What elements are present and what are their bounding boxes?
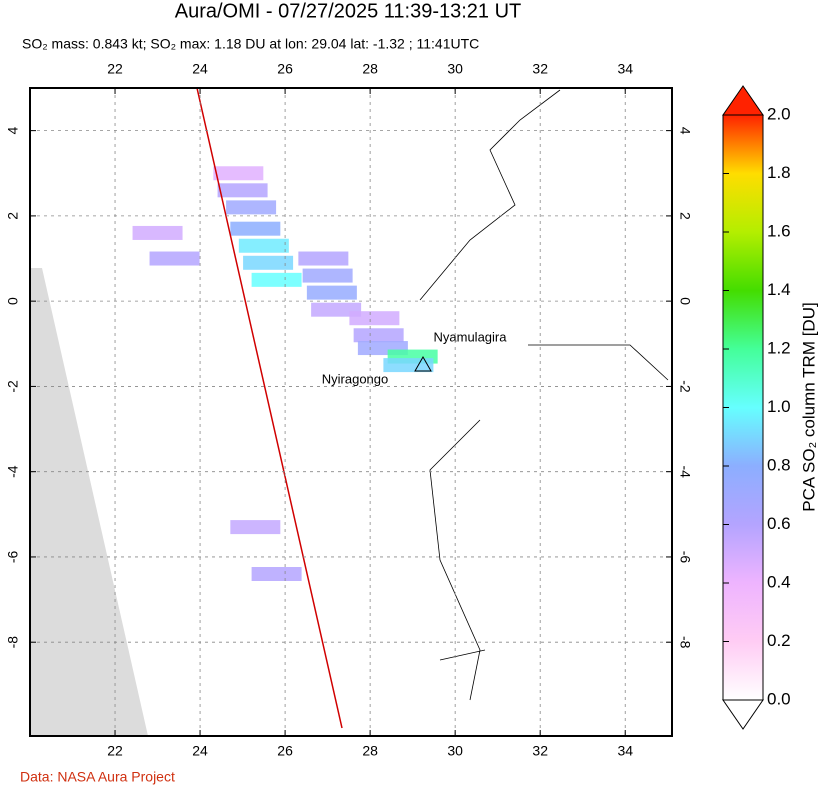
- colorbar-tick-label: 1.2: [767, 338, 791, 357]
- y-tick-label: -2: [5, 380, 21, 393]
- annotation: Nyiragongo: [322, 371, 389, 386]
- colorbar-tick-label: 1.4: [767, 280, 791, 299]
- x-tick-label: 26: [277, 743, 293, 759]
- so2-cell: [306, 285, 357, 300]
- swath-gap: [30, 268, 148, 736]
- x-tick-label: 28: [362, 61, 378, 77]
- so2-cell: [217, 183, 268, 198]
- y-tick-label: 0: [677, 297, 693, 305]
- colorbar-tick-label: 0.8: [767, 455, 791, 474]
- colorbar-under: [722, 699, 764, 730]
- colorbar-over: [722, 85, 764, 116]
- x-tick-label: 24: [192, 743, 208, 759]
- colorbar-tick-label: 1.6: [767, 221, 791, 240]
- so2-cell: [251, 272, 302, 287]
- colorbar-tick-label: 1.0: [767, 397, 791, 416]
- x-tick-label: 26: [277, 61, 293, 77]
- map-frame: [29, 87, 673, 737]
- volcano-marker: [414, 355, 432, 372]
- x-tick-label: 30: [447, 743, 463, 759]
- y-tick-label: -8: [5, 636, 21, 649]
- colorbar-tick-label: 0.4: [767, 572, 791, 591]
- y-tick-label: 2: [5, 212, 21, 220]
- x-tick-label: 22: [107, 743, 123, 759]
- y-tick-label: -4: [677, 465, 693, 478]
- y-tick-label: 0: [5, 297, 21, 305]
- so2-cell: [230, 520, 281, 535]
- y-tick-label: -8: [677, 636, 693, 649]
- y-tick-label: 4: [677, 127, 693, 135]
- colorbar-tick-label: 0.2: [767, 631, 791, 650]
- so2-cell: [298, 251, 349, 266]
- x-tick-label: 24: [192, 61, 208, 77]
- so2-cell: [383, 358, 434, 373]
- so2-cell: [311, 302, 362, 317]
- colorbar-label: PCA SO₂ column TRM [DU]: [799, 302, 818, 511]
- y-tick-label: 4: [5, 127, 21, 135]
- y-tick-label: -6: [677, 551, 693, 564]
- y-tick-label: -6: [5, 551, 21, 564]
- y-tick-label: -2: [677, 380, 693, 393]
- y-tick-label: -4: [5, 465, 21, 478]
- so2-cell: [353, 328, 404, 343]
- colorbar-tick-label: 0.0: [767, 689, 791, 708]
- so2-cell: [213, 166, 264, 181]
- so2-cell: [302, 268, 353, 283]
- orbit-track: [196, 87, 343, 729]
- chart-title: Aura/OMI - 07/27/2025 11:39-13:21 UT: [175, 0, 522, 22]
- borders: [419, 89, 669, 701]
- colorbar-tick-label: 0.6: [767, 514, 791, 533]
- x-tick-label: 32: [532, 743, 548, 759]
- so2-cell: [243, 255, 294, 270]
- chart-subtitle: SO₂ mass: 0.843 kt; SO₂ max: 1.18 DU at …: [22, 36, 479, 52]
- so2-cell: [132, 225, 183, 240]
- footer: Data: NASA Aura Project: [20, 769, 175, 785]
- x-tick-label: 28: [362, 743, 378, 759]
- colorbar-tick-label: 1.8: [767, 163, 791, 182]
- so2-cell: [230, 221, 281, 236]
- so2-cell: [349, 311, 400, 326]
- x-tick-label: 34: [617, 743, 633, 759]
- x-tick-label: 30: [447, 61, 463, 77]
- colorbar-tick-label: 2.0: [767, 104, 791, 123]
- annotation: Nyamulagira: [434, 329, 508, 344]
- so2-cell: [251, 567, 302, 581]
- so2-cell: [149, 251, 200, 266]
- map-area: [30, 88, 672, 736]
- so2-cell: [226, 200, 277, 215]
- x-tick-label: 22: [107, 61, 123, 77]
- y-tick-label: 2: [677, 212, 693, 220]
- x-tick-label: 34: [617, 61, 633, 77]
- x-tick-label: 32: [532, 61, 548, 77]
- so2-cell: [238, 238, 289, 253]
